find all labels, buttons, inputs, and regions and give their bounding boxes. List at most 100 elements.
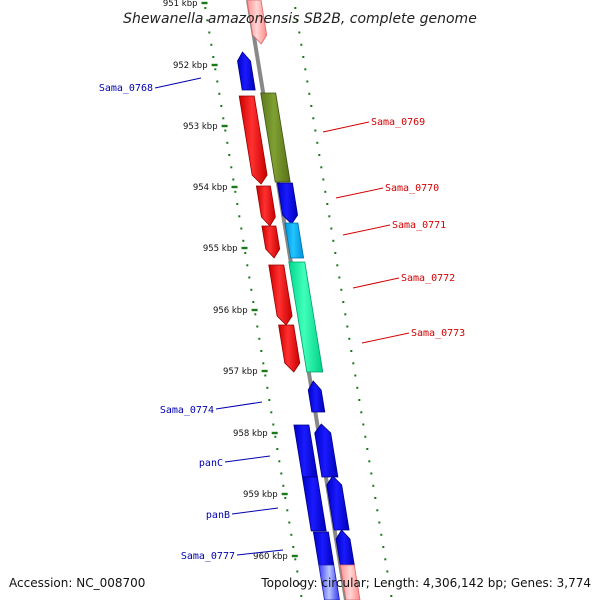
scale-dot-left xyxy=(224,129,227,132)
scale-dot-left xyxy=(248,276,251,279)
scale-dots xyxy=(204,7,393,597)
gene-arrow[interactable] xyxy=(255,185,276,227)
scale-dot-right xyxy=(328,215,331,218)
gene-arrow[interactable] xyxy=(301,476,327,532)
accession-text: Accession: NC_008700 xyxy=(9,576,145,590)
scale-dot-right xyxy=(302,56,305,58)
scale-dot-right xyxy=(358,399,361,401)
scale-dot-left xyxy=(250,288,253,291)
gene-arrow[interactable] xyxy=(268,264,293,326)
scale-dot-right xyxy=(344,313,347,316)
gene-label[interactable]: panB xyxy=(206,510,230,521)
scale-dot-left xyxy=(276,448,279,450)
scale-dot-right xyxy=(348,337,351,340)
gene-label[interactable]: Sama_0768 xyxy=(99,83,153,94)
gene-arrow[interactable] xyxy=(276,182,299,225)
scale-dot-left xyxy=(272,423,275,426)
scale-dot-right xyxy=(346,325,349,328)
scale-dot-right xyxy=(310,105,313,107)
map-title: Shewanella amazonensis SB2B, complete ge… xyxy=(123,11,477,27)
scale-dot-right xyxy=(334,252,337,254)
scale-ticks: 951 kbp 952 kbp 953 kbp 954 kbp 955 kbp 956 k… xyxy=(163,0,298,562)
label-leader-line xyxy=(352,277,400,289)
tick-label: 951 kbp xyxy=(163,0,198,9)
gene-arrow[interactable] xyxy=(339,564,361,600)
scale-dot-right xyxy=(350,350,353,352)
scale-dot-right xyxy=(318,154,321,156)
scale-dot-left xyxy=(232,178,235,181)
label-leader-line xyxy=(361,332,410,344)
gene-label[interactable]: Sama_0774 xyxy=(160,405,214,416)
scale-dot-left xyxy=(218,92,221,95)
gene-arrow[interactable] xyxy=(307,380,326,413)
scale-dot-left xyxy=(208,31,211,34)
scale-dot-left xyxy=(212,56,215,58)
scale-dot-right xyxy=(330,227,333,230)
tick-mark xyxy=(241,246,248,250)
scale-dot-left xyxy=(230,166,233,169)
scale-dot-left xyxy=(242,239,245,242)
scale-dot-right xyxy=(384,558,387,561)
scale-dot-left xyxy=(204,7,207,9)
gene-arrow[interactable] xyxy=(318,564,340,600)
gene-arrow[interactable] xyxy=(246,0,268,45)
scale-dot-left xyxy=(246,264,249,267)
scale-dot-right xyxy=(356,386,359,389)
gene-label[interactable]: Sama_0770 xyxy=(385,183,439,194)
scale-dot-right xyxy=(320,166,323,169)
scale-dot-right xyxy=(378,521,381,524)
gene-arrow[interactable] xyxy=(288,261,324,373)
topology-text: Topology: circular; Length: 4,306,142 bp… xyxy=(260,576,591,590)
scale-dot-right xyxy=(388,582,391,585)
label-leader-line xyxy=(215,401,263,410)
label-leader-line xyxy=(342,224,391,236)
scale-dot-right xyxy=(322,178,325,181)
scale-dot-right xyxy=(324,190,327,193)
scale-dot-left xyxy=(300,595,303,597)
scale-dot-right xyxy=(294,7,297,9)
scale-dot-right xyxy=(386,570,389,573)
gene-arrow[interactable] xyxy=(278,324,301,373)
gene-label[interactable]: panC xyxy=(199,458,223,469)
gene-arrow[interactable] xyxy=(237,51,256,91)
gene-arrow[interactable] xyxy=(284,222,305,259)
scale-dot-left xyxy=(238,215,241,218)
scale-dot-left xyxy=(228,154,231,156)
scale-dot-right xyxy=(382,546,385,548)
scale-dot-right xyxy=(326,203,329,205)
tick-mark xyxy=(291,554,298,558)
gene-arrow[interactable] xyxy=(261,225,281,259)
gene-label[interactable]: Sama_0777 xyxy=(181,551,235,562)
tick-mark xyxy=(261,369,268,373)
scale-dot-right xyxy=(372,484,375,487)
gene-labels: Sama_0768 Sama_0769 Sama_0770 Sama_0771 Sama… xyxy=(99,83,465,562)
gene-arrow[interactable] xyxy=(238,95,268,185)
scale-dot-right xyxy=(298,31,301,34)
scale-dot-left xyxy=(282,484,285,487)
gene-label[interactable]: Sama_0771 xyxy=(392,220,446,231)
gene-label[interactable]: Sama_0773 xyxy=(411,328,465,339)
scale-dot-left xyxy=(222,117,225,120)
gene-label[interactable]: Sama_0769 xyxy=(371,117,425,128)
tick-mark xyxy=(251,308,258,312)
tick-label: 955 kbp xyxy=(203,244,238,254)
scale-dot-right xyxy=(308,92,311,95)
scale-dot-left xyxy=(254,313,257,316)
gene-label[interactable]: Sama_0772 xyxy=(401,273,455,284)
scale-dot-right xyxy=(366,448,369,450)
tick-label: 960 kbp xyxy=(253,552,288,562)
gene-arrow[interactable] xyxy=(314,423,339,478)
label-leader-line xyxy=(236,549,284,556)
scale-dot-right xyxy=(306,80,309,83)
scale-dot-right xyxy=(336,264,339,267)
scale-dot-left xyxy=(278,460,281,463)
scale-dot-right xyxy=(370,472,373,475)
scale-dot-right xyxy=(364,435,367,438)
tick-label: 958 kbp xyxy=(233,429,268,439)
scale-dot-right xyxy=(304,68,307,71)
scale-dot-left xyxy=(274,435,277,438)
scale-dot-left xyxy=(220,105,223,107)
gene-arrow[interactable] xyxy=(260,92,291,183)
scale-dot-left xyxy=(216,80,219,83)
